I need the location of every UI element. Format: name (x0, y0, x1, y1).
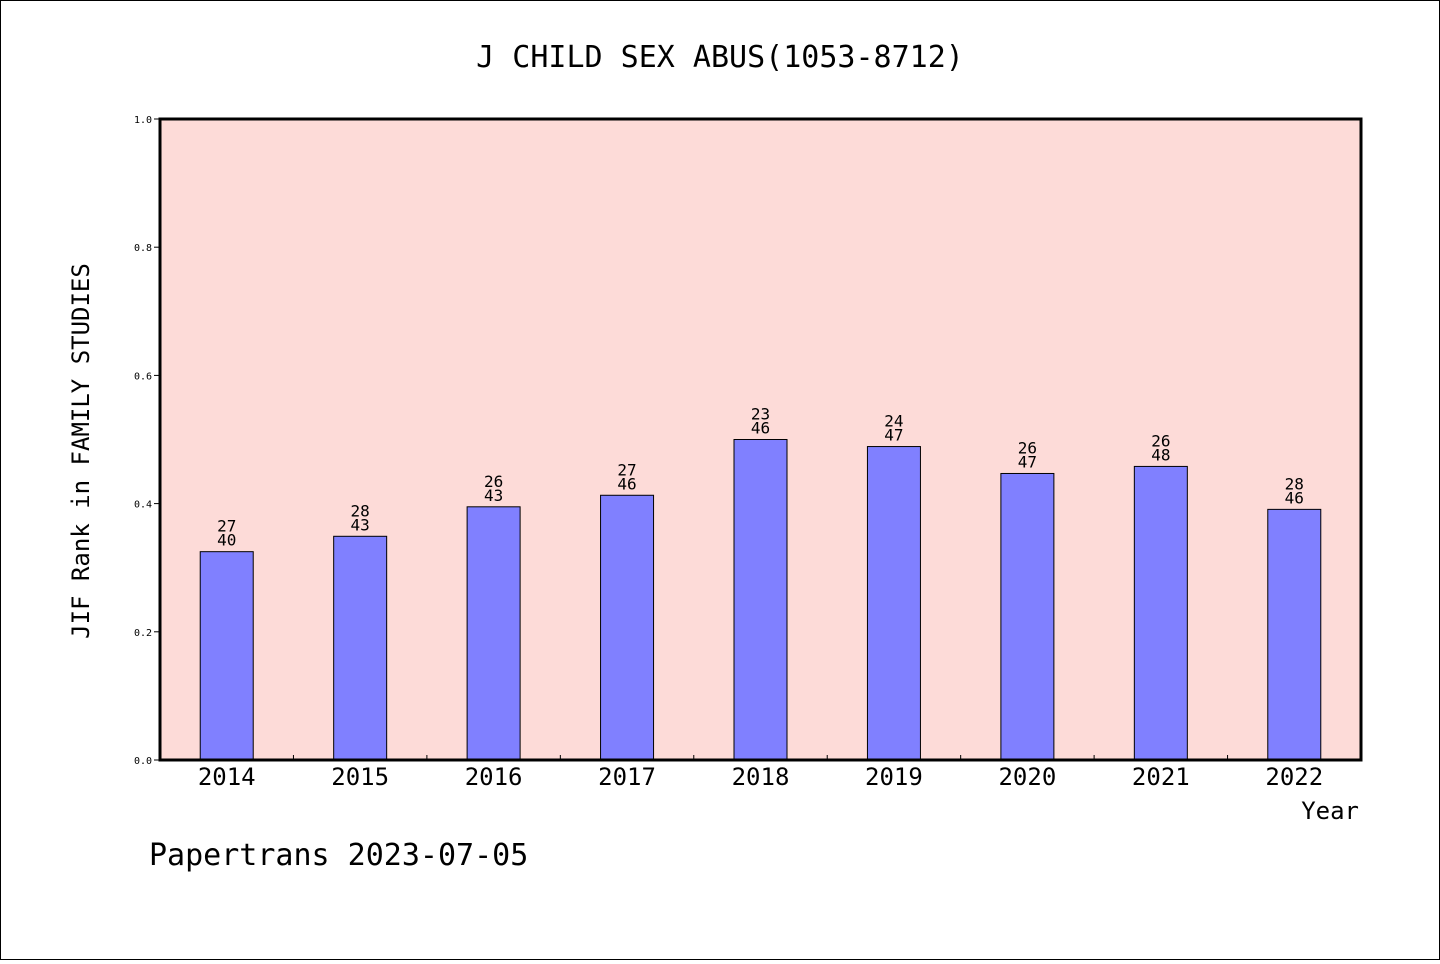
bar-label-2015-total: 43 (351, 515, 370, 534)
x-axis: 2014 2015 2016 2017 2018 2019 2020 2021 2022 (198, 755, 1323, 791)
bar-label-2014-total: 40 (217, 531, 236, 550)
x-tick-label-2016: 2016 (465, 763, 523, 791)
bar-label-2020-rank: 26 (1018, 438, 1037, 457)
bar-2019 (866, 446, 921, 761)
bar-2021 (1133, 465, 1188, 761)
bar-2016 (466, 506, 521, 761)
chart-title: J CHILD SEX ABUS(1053-8712) (476, 40, 964, 75)
bar-label-2017-rank: 27 (617, 460, 636, 479)
y-tick-label: 0.4 (134, 500, 152, 511)
bar-label-2022-total: 46 (1285, 488, 1304, 507)
bar-label-2019-rank: 24 (884, 412, 903, 431)
bar-label-2018-rank: 23 (751, 405, 770, 424)
x-tick-label-2018: 2018 (732, 763, 790, 791)
bar-label-2022-rank: 28 (1285, 474, 1304, 493)
bar-label-2015-rank: 28 (351, 501, 370, 520)
footer-text: Papertrans 2023-07-05 (149, 838, 528, 873)
bar-label-2018-total: 46 (751, 419, 770, 438)
x-tick-label-2017: 2017 (598, 763, 656, 791)
y-tick-label: 0.8 (134, 243, 152, 254)
y-axis-label: JIF Rank in FAMILY STUDIES (67, 263, 95, 639)
bar-label-2016-rank: 26 (484, 472, 503, 491)
plot-border (158, 117, 1363, 762)
x-tick-label-2022: 2022 (1265, 763, 1323, 791)
y-tick-label: 0.6 (134, 371, 152, 382)
bar-label-2020-total: 47 (1018, 452, 1037, 471)
bar-2022 (1267, 508, 1322, 761)
bar-label-2019-total: 47 (884, 426, 903, 445)
y-tick-label: 0.0 (134, 756, 152, 767)
bar-label-2016-total: 43 (484, 486, 503, 505)
bar-2014 (199, 551, 254, 761)
y-axis: 0.0 0.2 0.4 0.6 0.8 1.0 (134, 115, 160, 767)
bar-label-2014-rank: 27 (217, 517, 236, 536)
x-tick-label-2014: 2014 (198, 763, 256, 791)
x-tick-label-2015: 2015 (331, 763, 389, 791)
y-tick-label: 1.0 (134, 115, 152, 126)
bars-group (199, 439, 1322, 761)
bar-2015 (333, 535, 388, 761)
bar-label-2017-total: 46 (617, 474, 636, 493)
x-axis-label: Year (1301, 797, 1359, 825)
x-tick-label-2020: 2020 (998, 763, 1056, 791)
bar-2017 (600, 494, 655, 761)
x-tick-label-2021: 2021 (1132, 763, 1190, 791)
bar-label-2021-rank: 26 (1151, 431, 1170, 450)
x-tick-label-2019: 2019 (865, 763, 923, 791)
bar-2020 (1000, 472, 1055, 761)
bar-2018 (733, 439, 788, 761)
y-tick-label: 0.2 (134, 628, 152, 639)
bar-label-2021-total: 48 (1151, 445, 1170, 464)
